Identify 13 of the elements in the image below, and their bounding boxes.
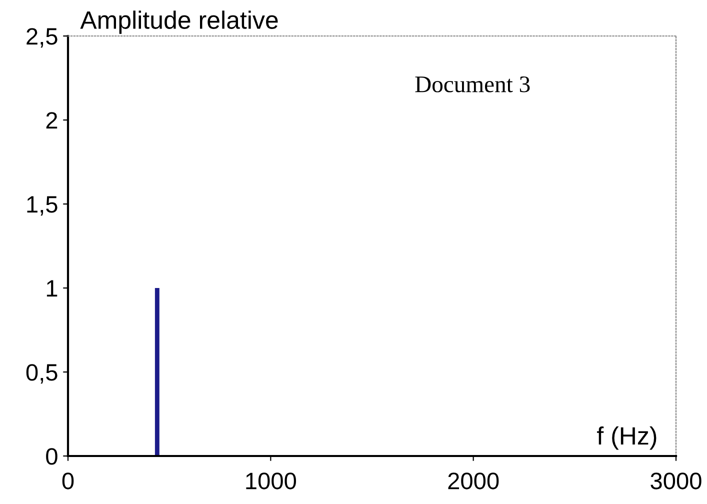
y-tick-label: 2,5 [26, 28, 58, 48]
x-axis-title: f (Hz) [597, 426, 656, 450]
y-axis-title: Amplitude relative [80, 10, 278, 34]
y-tick-label: 1,5 [27, 196, 58, 216]
y-tick-label: 2 [46, 112, 58, 129]
x-tick-label: 1000 [246, 472, 296, 490]
y-tick-label: 0 [46, 448, 58, 465]
y-tick-label: 1 [46, 280, 58, 297]
x-tick-label: 2000 [448, 472, 499, 490]
x-tick-label: 0 [62, 472, 74, 490]
x-tick-label: 3000 [650, 472, 702, 490]
annotation: Document 3 [415, 76, 530, 92]
y-tick-label: 0,5 [26, 364, 58, 384]
